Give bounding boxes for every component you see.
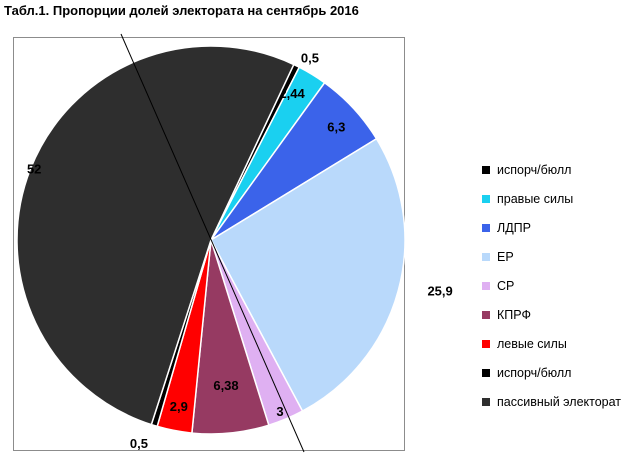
legend-label: ЕР	[497, 250, 514, 264]
legend-swatch	[482, 311, 490, 319]
divider-line	[120, 33, 305, 453]
legend-label: правые силы	[497, 192, 574, 206]
legend-label: КПРФ	[497, 308, 531, 322]
pie-slice	[16, 45, 295, 426]
data-label: 2,44	[279, 86, 305, 101]
legend-label: ЛДПР	[497, 221, 531, 235]
pie-slice	[210, 137, 406, 413]
data-label: 0,5	[130, 436, 148, 451]
legend-swatch	[482, 224, 490, 232]
legend-swatch	[482, 398, 490, 406]
legend-item: правые силы	[482, 190, 573, 208]
legend-item: испорч/бюлл	[482, 364, 571, 382]
legend-item: пассивный электорат	[482, 393, 621, 411]
data-label: 3	[276, 404, 283, 419]
legend-swatch	[482, 195, 490, 203]
legend-label: пассивный электорат	[497, 395, 622, 409]
data-label: 0,5	[301, 50, 319, 65]
data-label: 2,9	[170, 399, 188, 414]
data-label: 6,3	[327, 119, 345, 134]
legend-label: СР	[497, 279, 515, 293]
legend-swatch	[482, 253, 490, 261]
legend-swatch	[482, 340, 490, 348]
legend-item: ЛДПР	[482, 219, 531, 237]
legend-item: ЕР	[482, 248, 514, 266]
page-title: Табл.1. Пропорции долей электората на се…	[4, 3, 359, 18]
legend-item: испорч/бюлл	[482, 161, 571, 179]
legend-label: испорч/бюлл	[497, 366, 572, 380]
legend-swatch	[482, 282, 490, 290]
data-label: 52	[27, 162, 41, 177]
legend-label: испорч/бюлл	[497, 163, 572, 177]
legend-label: левые силы	[497, 337, 567, 351]
legend-item: КПРФ	[482, 306, 531, 324]
legend-item: левые силы	[482, 335, 567, 353]
legend-swatch	[482, 369, 490, 377]
data-label: 25,9	[427, 284, 452, 299]
legend-item: СР	[482, 277, 514, 295]
legend-swatch	[482, 166, 490, 174]
data-label: 6,38	[213, 378, 238, 393]
